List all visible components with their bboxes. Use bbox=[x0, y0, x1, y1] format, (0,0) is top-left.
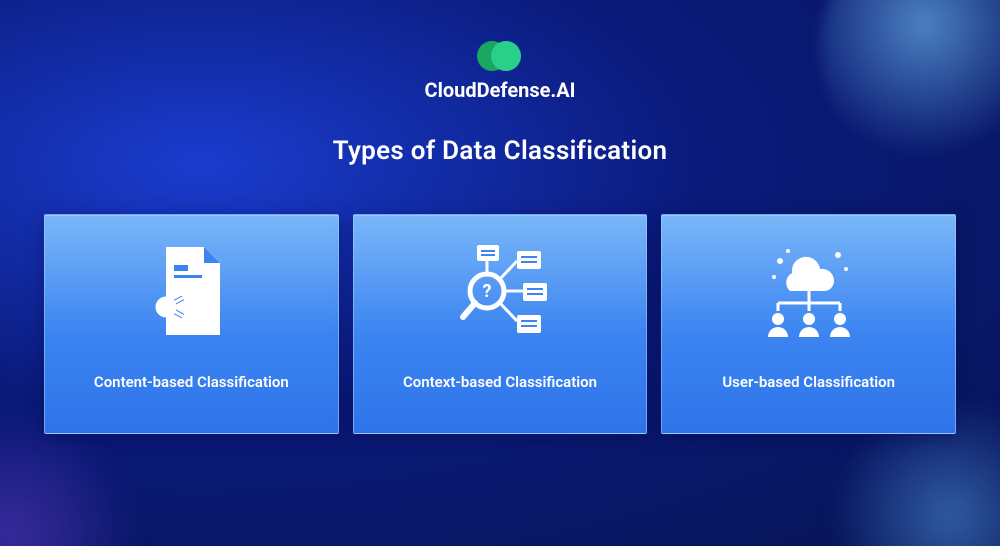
card-content-based: Content-based Classification bbox=[44, 214, 339, 434]
document-share-icon bbox=[136, 239, 246, 349]
svg-text:?: ? bbox=[483, 281, 492, 302]
page-title: Types of Data Classification bbox=[333, 136, 668, 166]
card-label: Context-based Classification bbox=[403, 373, 597, 391]
card-user-based: User-based Classification bbox=[661, 214, 956, 434]
cloud-users-icon bbox=[754, 239, 864, 349]
brand-logo: CloudDefense.AI bbox=[424, 36, 575, 102]
card-label: User-based Classification bbox=[722, 373, 895, 391]
context-search-icon: ? bbox=[445, 239, 555, 349]
card-label: Content-based Classification bbox=[94, 373, 289, 391]
brand-name: CloudDefense.AI bbox=[424, 78, 575, 102]
brand-logo-mark bbox=[470, 36, 530, 74]
card-row: Content-based Classification ? bbox=[44, 214, 956, 434]
card-context-based: ? bbox=[353, 214, 648, 434]
infographic-container: CloudDefense.AI Types of Data Classifica… bbox=[0, 0, 1000, 546]
